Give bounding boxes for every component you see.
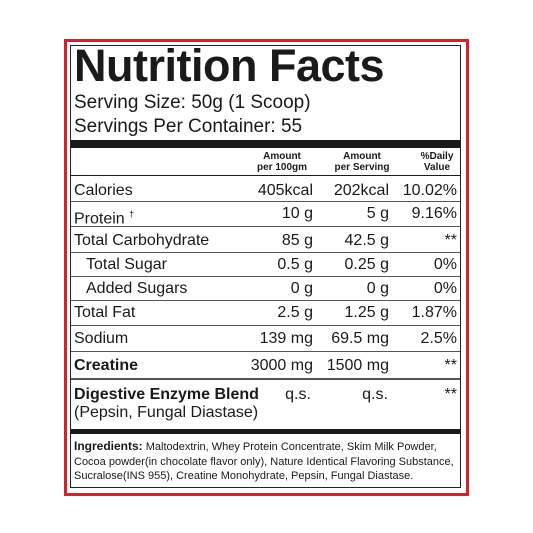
serving-size: Serving Size: 50g (1 Scoop)	[74, 92, 311, 113]
column-header: Amount per 100gm	[256, 151, 308, 173]
cell-value: **	[444, 232, 457, 249]
cell-value: 3000 mg	[250, 357, 313, 374]
cell-value: 0.5 g	[277, 256, 313, 273]
cell-value: 0 g	[366, 280, 389, 297]
cell-value: 2.5%	[420, 330, 457, 347]
cell-value: 2.5 g	[277, 304, 313, 321]
cell-value: 10.02%	[402, 182, 457, 199]
rule	[71, 226, 460, 227]
row-label: Protein †	[74, 209, 135, 228]
cell-value: 202kcal	[333, 182, 389, 199]
enzyme-note: (Pepsin, Fungal Diastase)	[74, 404, 259, 421]
rule	[71, 325, 460, 326]
ingredients-text: Cocoa powder(in chocolate flavor only), …	[74, 456, 454, 468]
cell-value: 85 g	[281, 232, 313, 249]
rule	[71, 175, 460, 176]
cell-value: 0%	[433, 256, 457, 273]
outer-border	[64, 39, 469, 496]
row-label: Creatine	[74, 357, 139, 374]
title: Nutrition Facts	[74, 40, 385, 91]
row-label: Calories	[74, 182, 133, 199]
cell-value: **	[444, 357, 457, 374]
cell-value: 0 g	[290, 280, 313, 297]
rule	[71, 351, 460, 352]
cell-value: 1500 mg	[326, 357, 389, 374]
servings-per-container: Servings Per Container: 55	[74, 116, 303, 137]
row-label: Added Sugars	[86, 280, 188, 297]
ingredients-text: Maltodextrin, Whey Protein Concentrate, …	[142, 441, 437, 453]
row-label: Total Carbohydrate	[74, 232, 210, 249]
cell-value: q.s.	[285, 386, 311, 403]
ingredients-line: Ingredients: Maltodextrin, Whey Protein …	[74, 439, 437, 453]
inner-border	[70, 45, 461, 488]
row-label: Total Fat	[74, 304, 136, 321]
cell-value: q.s.	[362, 386, 388, 403]
thick-rule	[71, 429, 460, 434]
cell-value: 139 mg	[259, 330, 313, 347]
cell-value: 9.16%	[411, 205, 457, 222]
ingredients-label: Ingredients:	[74, 439, 143, 453]
cell-value: 42.5 g	[344, 232, 389, 249]
cell-value: 10 g	[281, 205, 313, 222]
thick-rule	[71, 140, 460, 148]
cell-value: 5 g	[366, 205, 389, 222]
cell-value: 0.25 g	[344, 256, 389, 273]
cell-value: 69.5 mg	[331, 330, 389, 347]
row-label: Sodium	[74, 330, 129, 347]
rule	[71, 252, 460, 253]
cell-value: 405kcal	[257, 182, 313, 199]
cell-value: 1.87%	[411, 304, 457, 321]
rule	[71, 378, 460, 380]
cell-value: **	[444, 386, 457, 403]
cell-value: 0%	[433, 280, 457, 297]
rule	[71, 276, 460, 277]
footnote-mark: †	[129, 209, 135, 219]
column-header: Amount per Serving	[334, 151, 390, 173]
column-header: %Daily Value	[420, 151, 454, 173]
rule	[71, 201, 460, 202]
rule	[71, 300, 460, 301]
ingredients-text: Sucralose(INS 955), Creatine Monohydrate…	[74, 470, 414, 482]
row-label: Digestive Enzyme Blend	[74, 386, 259, 403]
cell-value: 1.25 g	[344, 304, 389, 321]
row-label: Total Sugar	[86, 256, 167, 273]
